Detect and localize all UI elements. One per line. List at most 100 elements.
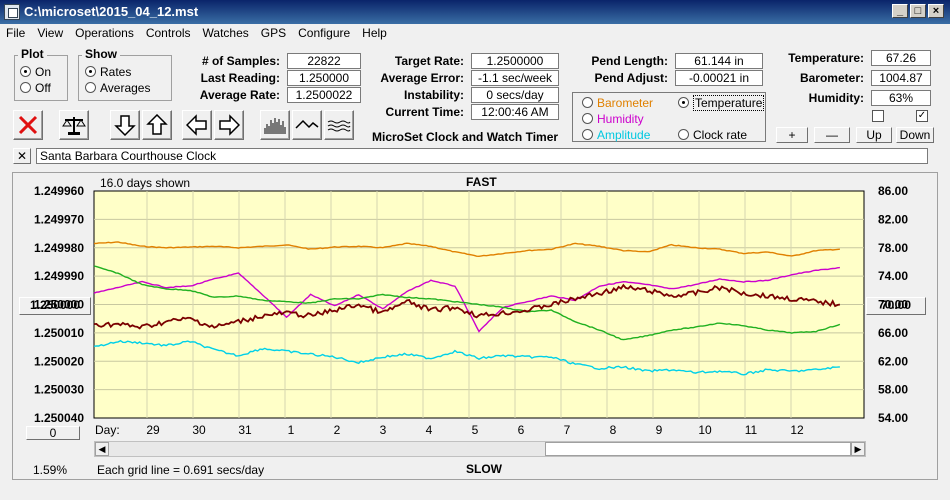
right-axis-ticks: 86.00 82.00 78.00 74.00 70.00 66.00 62.00 58.00… xyxy=(878,184,908,425)
sensor-barometer-radio[interactable]: Barometer xyxy=(582,96,653,110)
humidity-field: 63% xyxy=(871,90,931,106)
days-shown-label: 16.0 days shown xyxy=(100,176,191,190)
plot-off-radio[interactable]: Off xyxy=(20,81,51,95)
samples-label: # of Samples: xyxy=(201,54,280,68)
x-tick-label: 4 xyxy=(426,423,433,437)
sensor-temperature-radio[interactable]: Temperature xyxy=(678,95,765,111)
arrow-down-button[interactable] xyxy=(110,110,140,140)
arrow-left-button[interactable] xyxy=(182,110,212,140)
right-tick-label: 58.00 xyxy=(878,383,908,397)
target-rate-field: 1.2500000 xyxy=(471,53,559,69)
x-tick-label: 30 xyxy=(192,423,206,437)
down-button[interactable]: Down xyxy=(896,127,934,143)
show-group-title: Show xyxy=(82,47,120,61)
sensor-clockrate-radio[interactable]: Clock rate xyxy=(678,128,747,142)
humidity-label: Humidity: xyxy=(808,91,864,105)
app-icon[interactable] xyxy=(4,4,20,20)
left-tick-label: 1.249960 xyxy=(34,184,84,198)
pend-adjust-label: Pend Adjust: xyxy=(594,71,668,85)
sensor-humidity-label: Humidity xyxy=(597,112,644,126)
scroll-thumb[interactable] xyxy=(545,442,851,456)
series-lines xyxy=(93,241,841,376)
balance-button[interactable] xyxy=(59,110,89,140)
sensor-amplitude-radio[interactable]: Amplitude xyxy=(582,128,650,142)
current-time-label: Current Time: xyxy=(385,105,464,119)
chart-panel xyxy=(12,172,938,480)
menu-operations[interactable]: Operations xyxy=(75,26,134,40)
plot-on-radio[interactable]: On xyxy=(20,65,51,79)
left-tick-label: 1.250040 xyxy=(34,411,84,425)
target-rate-label: Target Rate: xyxy=(394,54,464,68)
series-amplitude xyxy=(93,339,840,376)
x-tick-label: 12 xyxy=(790,423,804,437)
arrow-right-button[interactable] xyxy=(214,110,244,140)
arrow-right-icon xyxy=(219,114,240,136)
radio-icon xyxy=(678,97,689,108)
plot-off-label: Off xyxy=(35,81,51,95)
scroll-left-button[interactable]: ◀ xyxy=(95,442,109,456)
pend-length-label: Pend Length: xyxy=(591,54,668,68)
maximize-button[interactable]: □ xyxy=(910,4,926,18)
sensor-amplitude-label: Amplitude xyxy=(597,128,651,142)
minus-button[interactable]: — xyxy=(814,127,850,143)
right-tick-label: 70.00 xyxy=(878,298,908,312)
left-scale-button[interactable]: 1.250000 xyxy=(19,297,91,315)
pend-adjust-field: -0.00021 in xyxy=(675,70,763,86)
slow-label: SLOW xyxy=(466,462,502,476)
x-tick-label: 31 xyxy=(238,423,252,437)
up-button[interactable]: Up xyxy=(856,127,892,143)
last-reading-field: 1.250000 xyxy=(287,70,361,86)
fast-label: FAST xyxy=(466,175,497,189)
menu-controls[interactable]: Controls xyxy=(145,26,191,40)
x-axis-ticks: 29 30 31 1 2 3 4 5 6 7 8 9 10 11 12 xyxy=(146,423,804,437)
series-temperature xyxy=(93,265,841,341)
percent-label: 1.59% xyxy=(33,463,68,477)
show-rates-radio[interactable]: Rates xyxy=(85,65,131,79)
plus-button[interactable]: + xyxy=(776,127,808,143)
menu-watches[interactable]: Watches xyxy=(202,26,249,40)
noise-button[interactable] xyxy=(324,110,354,140)
left-tick-label: 1.249970 xyxy=(34,212,84,226)
arrow-left-icon xyxy=(186,114,207,136)
menu-view[interactable]: View xyxy=(37,26,64,40)
menu-bar: File View Operations Controls Watches GPS Conf… xyxy=(0,24,950,43)
show-averages-radio[interactable]: Averages xyxy=(85,81,150,95)
checkbox-1[interactable] xyxy=(872,110,884,122)
current-time-field: 12:00:46 AM xyxy=(471,104,559,120)
menu-file[interactable]: File xyxy=(6,26,26,40)
series-humidity xyxy=(93,266,840,333)
left-tick-label: 1.249990 xyxy=(34,269,84,283)
clear-button[interactable] xyxy=(13,110,43,140)
x-tick-label: 5 xyxy=(472,423,479,437)
arrow-up-icon xyxy=(146,114,168,135)
arrow-up-button[interactable] xyxy=(142,110,172,140)
checkbox-2[interactable]: ✓ xyxy=(916,110,928,122)
zero-button[interactable]: 0 xyxy=(26,426,80,440)
plot-group-title: Plot xyxy=(18,47,47,61)
title-bar: C:\microset\2015_04_12.mst xyxy=(0,0,950,24)
right-tick-label: 62.00 xyxy=(878,354,908,368)
radio-icon xyxy=(582,113,593,124)
radio-icon xyxy=(20,66,31,77)
x-tick-label: 11 xyxy=(745,423,758,437)
sensor-humidity-radio[interactable]: Humidity xyxy=(582,112,644,126)
wave-button[interactable] xyxy=(292,110,322,140)
sensor-barometer-label: Barometer xyxy=(597,96,654,110)
radio-icon xyxy=(582,97,593,108)
noise-icon xyxy=(327,120,351,132)
histogram-button[interactable] xyxy=(260,110,290,140)
average-error-field: -1.1 sec/week xyxy=(471,70,559,86)
close-clock-button[interactable]: ✕ xyxy=(13,148,31,164)
minimize-button[interactable]: _ xyxy=(892,4,908,18)
menu-help[interactable]: Help xyxy=(362,26,387,40)
menu-gps[interactable]: GPS xyxy=(260,26,287,40)
left-tick-label: 1.250000 xyxy=(34,298,84,312)
radio-icon xyxy=(85,82,96,93)
right-tick-label: 54.00 xyxy=(878,411,908,425)
right-scale-button[interactable]: 70.00 xyxy=(866,297,926,315)
clock-name-input[interactable]: Santa Barbara Courthouse Clock xyxy=(36,148,928,164)
menu-configure[interactable]: Configure xyxy=(298,26,351,40)
scroll-right-button[interactable]: ▶ xyxy=(851,442,865,456)
close-window-button[interactable]: × xyxy=(928,4,944,18)
